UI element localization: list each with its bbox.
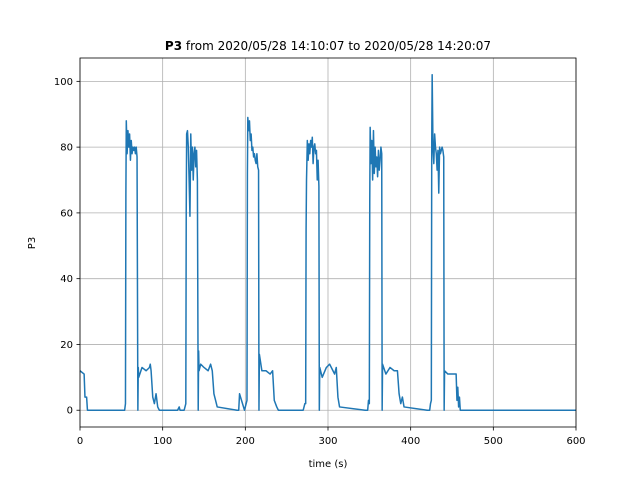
- chart-title: P3 from 2020/05/28 14:10:07 to 2020/05/2…: [165, 39, 491, 53]
- x-tick-label: 0: [77, 436, 83, 447]
- y-tick-label: 0: [67, 406, 73, 417]
- y-tick-label: 100: [54, 77, 73, 88]
- x-tick-label: 200: [236, 436, 255, 447]
- y-axis-label: P3: [27, 237, 38, 249]
- x-axis-label: time (s): [309, 459, 348, 470]
- y-tick-label: 60: [60, 208, 73, 219]
- plot-frame: [79, 57, 577, 428]
- y-tick-label: 80: [60, 143, 73, 154]
- x-tick-label: 600: [566, 436, 585, 447]
- data-line: [79, 74, 576, 411]
- x-tick-label: 400: [401, 436, 420, 447]
- x-tick-label: 300: [318, 436, 337, 447]
- y-tick-label: 40: [60, 274, 73, 285]
- title-bold: P3: [165, 39, 182, 53]
- x-tick-label: 100: [153, 436, 172, 447]
- title-text: from 2020/05/28 14:10:07 to 2020/05/28 1…: [186, 39, 491, 53]
- x-tick-label: 500: [484, 436, 503, 447]
- y-tick-label: 20: [60, 340, 73, 351]
